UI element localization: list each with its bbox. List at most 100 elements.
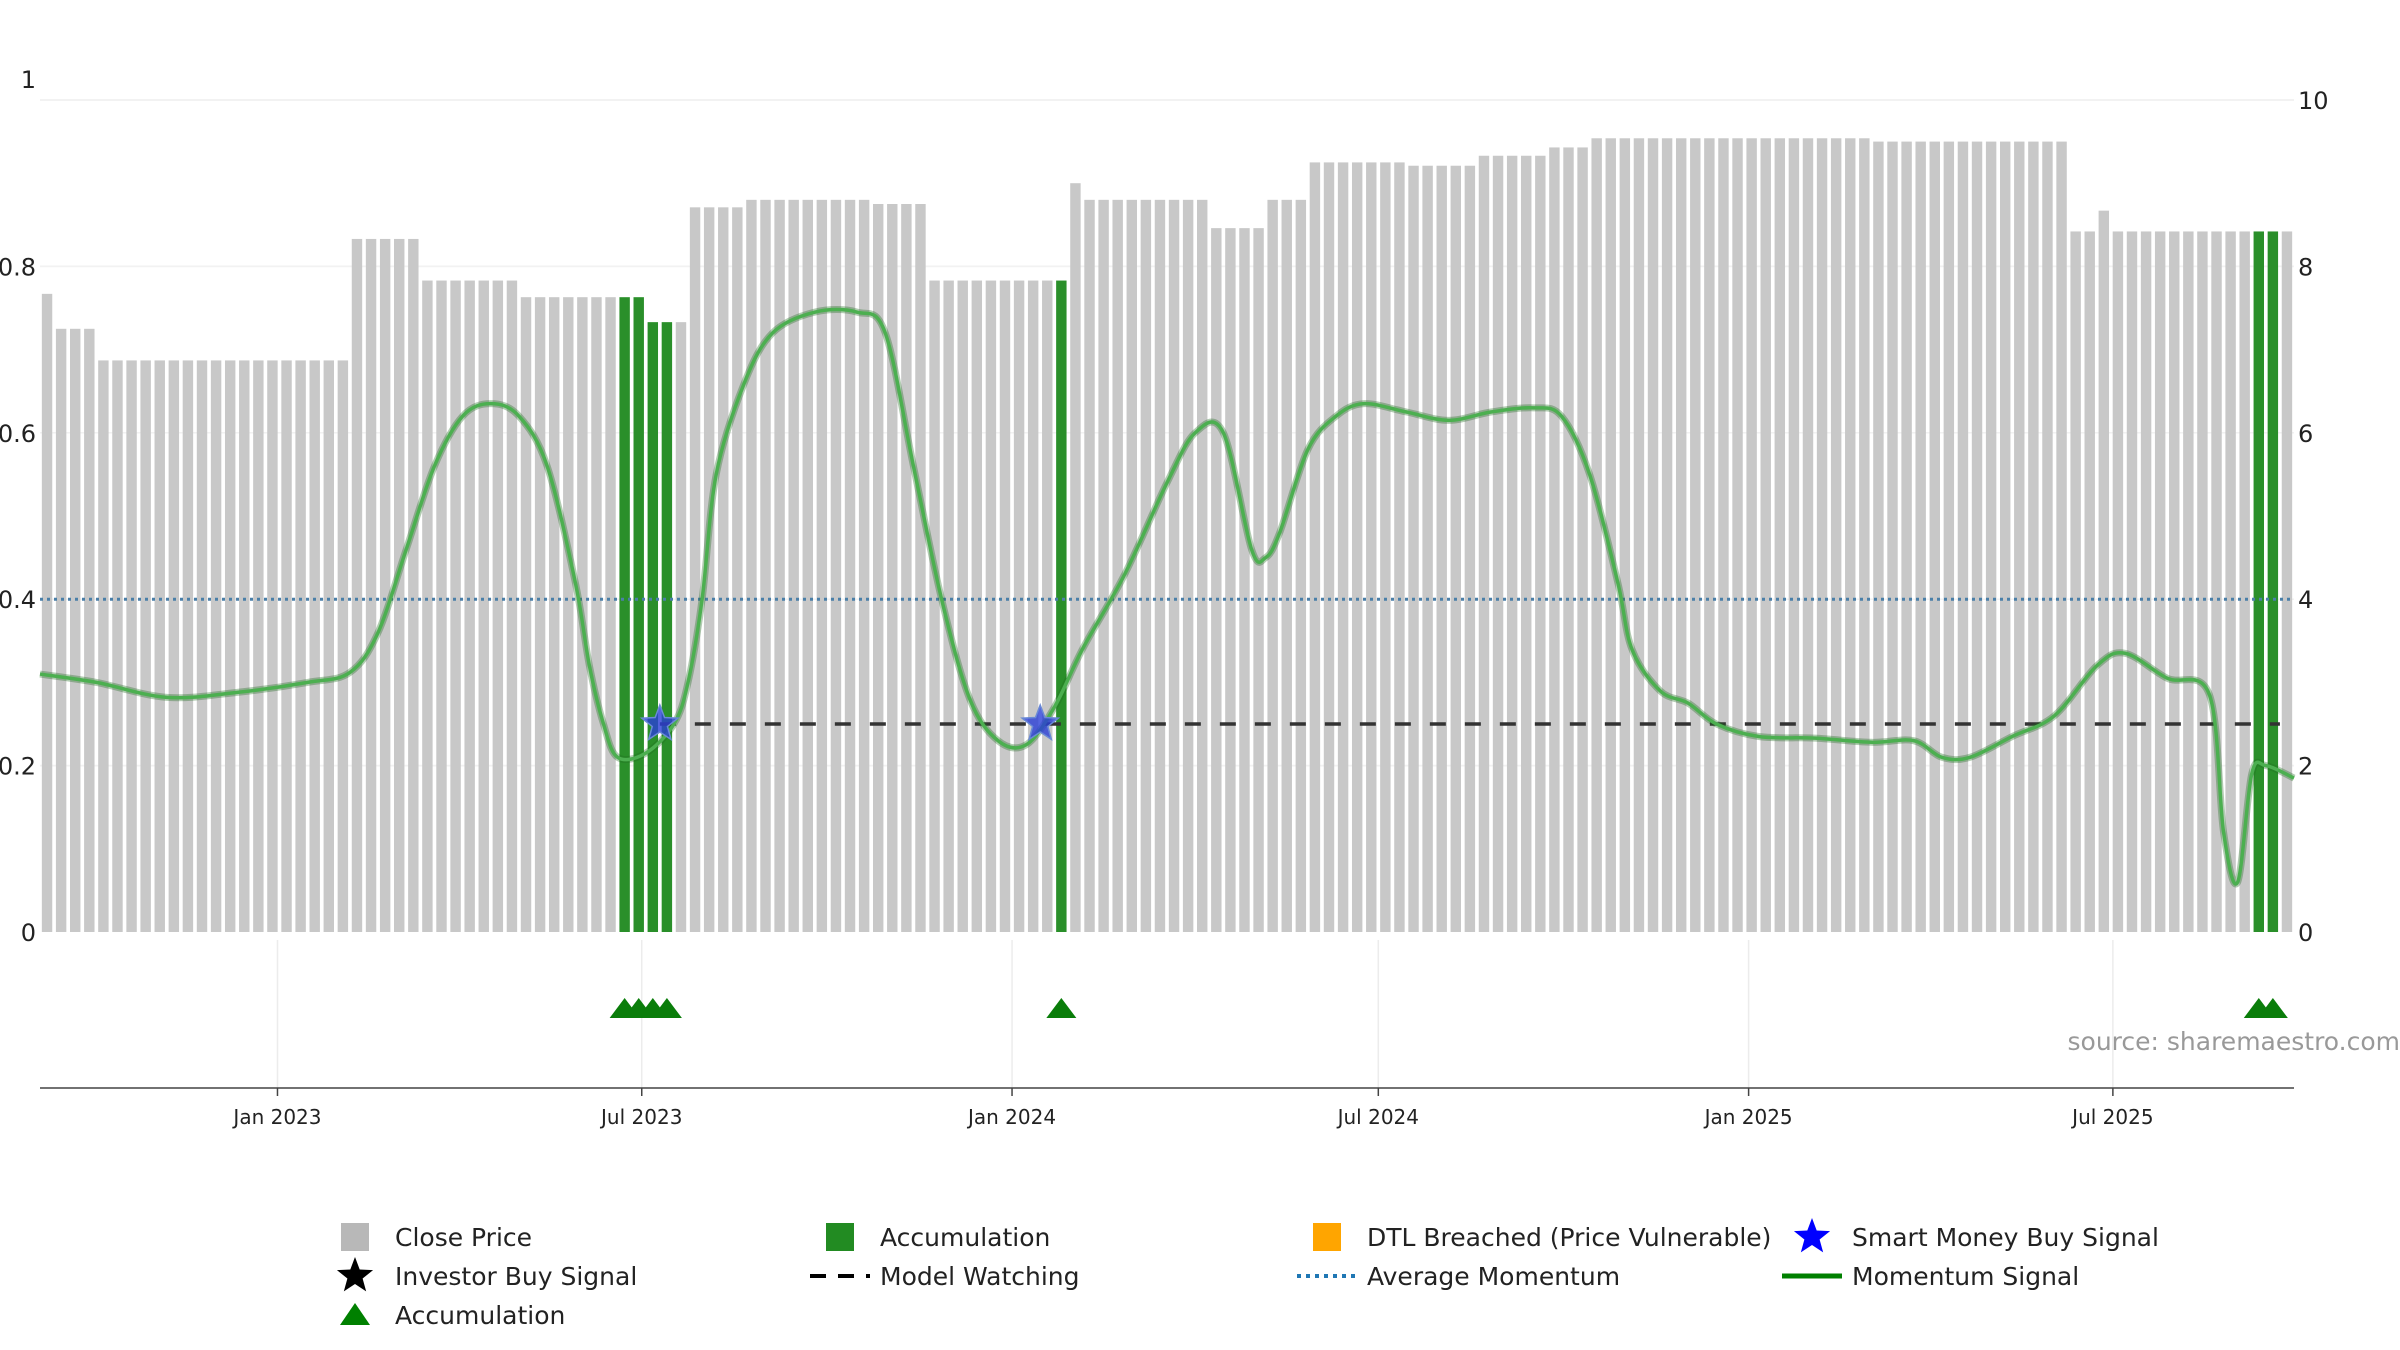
close-price-bar: [281, 360, 292, 932]
right-tick-label: 4: [2298, 586, 2313, 614]
close-price-bar: [929, 280, 940, 932]
accumulation_marker-label: Accumulation: [395, 1301, 565, 1330]
close-price-bar: [760, 199, 771, 933]
close-price-bar: [2098, 210, 2110, 932]
close-price-bar: [1873, 141, 1884, 933]
close-price-bar: [844, 199, 856, 933]
close-price-bar: [112, 360, 123, 932]
close-price-bar: [1267, 199, 1278, 933]
close-price-bar: [196, 360, 208, 932]
momentum-signal-shadow: [39, 306, 2296, 888]
close-price-bar: [1450, 165, 1462, 932]
close-price-bar: [971, 280, 983, 932]
close-price-bar: [253, 360, 264, 932]
close-price-bar: [1661, 138, 1673, 933]
close-price-bar: [1633, 138, 1645, 933]
close-price-bar: [154, 360, 165, 932]
accumulation_bar-swatch: [826, 1223, 854, 1251]
close-price-bar: [70, 328, 81, 932]
x-tick-label: Jan 2023: [231, 1105, 321, 1129]
close-price-bar: [1746, 138, 1757, 933]
close-price-bar: [1788, 138, 1800, 933]
close-price-bar: [1619, 138, 1631, 933]
close-price-bar: [788, 199, 799, 933]
close-price-bar: [365, 238, 377, 933]
close-price-bar: [1408, 165, 1419, 932]
close-price-bar: [1112, 199, 1123, 933]
right-tick-label: 0: [2298, 919, 2313, 947]
left-tick-label: 0.8: [0, 253, 36, 281]
close-price-bar: [999, 280, 1011, 932]
x-tick-label: Jul 2024: [1336, 1105, 1419, 1129]
close-price-bar: [1816, 138, 1828, 933]
close-price-bar: [703, 207, 715, 932]
close-price-bar: [1549, 147, 1560, 932]
close-price-bar: [1140, 199, 1152, 933]
close-price-bar: [1957, 141, 1969, 933]
smart-money-buy-signal: [639, 702, 680, 742]
model_watching-label: Model Watching: [880, 1262, 1080, 1291]
accumulation-bar: [2253, 231, 2264, 932]
accumulation-bar: [647, 322, 659, 932]
close-price-bar: [943, 280, 954, 932]
accumulation_bar-label: Accumulation: [880, 1223, 1050, 1252]
close-price-bar: [379, 238, 391, 933]
smart_money-label: Smart Money Buy Signal: [1852, 1223, 2159, 1252]
close-price-bar: [140, 360, 151, 932]
close-price-bar: [1366, 162, 1377, 932]
close-price-bar: [2084, 231, 2095, 932]
close-price-bar: [422, 280, 433, 932]
close-price-bar: [1577, 147, 1588, 932]
close-price-bar: [2056, 141, 2067, 933]
close-price-bar: [746, 199, 757, 933]
close-price-bar: [1070, 183, 1081, 932]
left-tick-label: 0: [21, 919, 36, 947]
close-price-bar: [2042, 141, 2053, 933]
close-price-bar: [267, 360, 278, 932]
dtl-swatch: [1313, 1223, 1341, 1251]
smart-money-layer: [639, 702, 1061, 742]
momentum_signal-label: Momentum Signal: [1852, 1262, 2079, 1291]
close-price-bar: [182, 360, 194, 932]
left-tick-label: 1: [21, 66, 36, 94]
left-tick-label: 0.2: [0, 753, 36, 781]
right-tick-label: 8: [2298, 253, 2313, 281]
close-price-bar: [534, 297, 546, 933]
close-price-bar: [605, 297, 616, 933]
close-price-bar: [985, 280, 997, 932]
legend-item-momentum_signal: Momentum Signal: [1782, 1262, 2079, 1291]
close-price-bar: [1732, 138, 1743, 933]
smart-money-buy-signal: [1020, 702, 1061, 742]
close-price-bar: [548, 297, 560, 933]
close-price-bar: [210, 360, 222, 932]
close-price-bar: [1563, 147, 1574, 932]
close-price-bar: [1197, 199, 1208, 933]
close-price-bar: [1845, 138, 1856, 933]
accumulation-marker: [2257, 998, 2288, 1018]
momentum-signal-line: [39, 307, 2295, 886]
investor_buy-label: Investor Buy Signal: [395, 1262, 637, 1291]
close-price-bar: [2211, 231, 2222, 932]
average_momentum-label: Average Momentum: [1367, 1262, 1620, 1291]
close-price-bar: [2154, 231, 2166, 932]
close-price-bar: [126, 360, 137, 932]
close-price-bar: [1168, 199, 1180, 933]
close-price-bar: [450, 280, 461, 932]
accumulation-bar: [661, 322, 673, 932]
close-price-bar: [224, 360, 236, 932]
right-tick-label: 6: [2298, 420, 2313, 448]
x-tick-label: Jul 2023: [599, 1105, 682, 1129]
legend-item-close_price: Close Price: [341, 1223, 532, 1252]
left-tick-label: 0.6: [0, 420, 36, 448]
close-price-bar: [506, 280, 518, 932]
close-price-bar: [1027, 280, 1039, 932]
close-price-bar: [1295, 199, 1307, 933]
close-price-bar: [492, 280, 504, 932]
close-price-bar: [1535, 155, 1546, 932]
close-price-bar: [1802, 138, 1814, 933]
close-price-bar: [563, 297, 574, 933]
close_price-swatch: [341, 1223, 369, 1251]
close-price-bar: [1154, 199, 1166, 933]
close-price-bar: [1084, 199, 1095, 933]
